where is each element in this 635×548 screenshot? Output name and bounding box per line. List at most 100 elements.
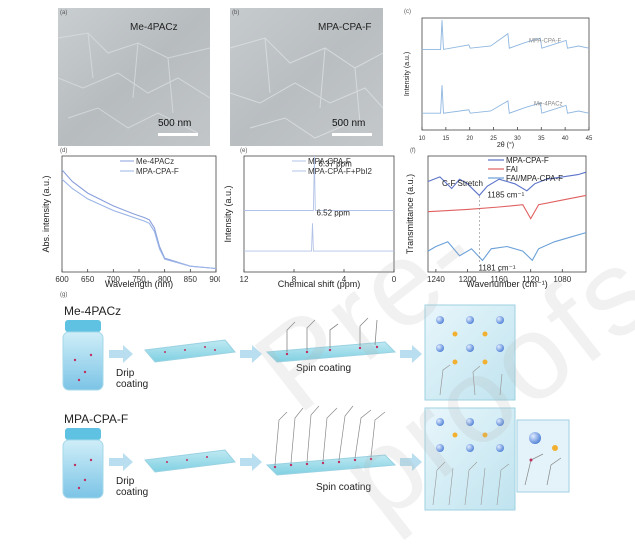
series-line-2 — [61, 178, 217, 270]
substrate-spin-row1 — [265, 317, 397, 363]
x-axis-label: Wavelength (nm) — [105, 279, 173, 289]
drip-word: Drip — [116, 476, 135, 487]
row2-label: MPA-CPA-F — [64, 412, 129, 426]
y-axis-label: Abs. intensity (a.u.) — [41, 175, 51, 252]
series-line-1 — [244, 223, 394, 252]
vial-row1 — [62, 320, 104, 391]
legend-label: MPA-CPA-F — [136, 167, 179, 176]
sem-texture — [230, 8, 383, 146]
x-tick-label: 650 — [81, 275, 95, 284]
sem-texture — [58, 8, 210, 146]
x-tick-label: 1200 — [459, 275, 477, 284]
panel-tag-e: (e) — [240, 148, 248, 154]
series-line-1 — [61, 169, 217, 270]
panel-tag-b: (b) — [232, 10, 240, 16]
arrow-icon — [109, 453, 133, 471]
x-tick-label: 35 — [538, 136, 545, 142]
x-axis-label: 2θ (°) — [497, 141, 514, 149]
spin-label-2: Spin coating — [316, 482, 372, 493]
coating-word: coating — [116, 487, 149, 498]
panel-tag-f: (f) — [410, 148, 416, 154]
series-label: MPA-CPA-F — [529, 39, 561, 45]
panel-tag-a: (a) — [60, 10, 68, 16]
x-tick-label: 1080 — [553, 275, 571, 284]
x-tick-label: 850 — [184, 275, 198, 284]
x-tick-label: 800 — [158, 275, 172, 284]
arrow-icon — [400, 345, 422, 363]
sem-image-mpacpaf: (b) MPA-CPA-F 500 nm — [230, 8, 383, 146]
x-tick-label: 12 — [240, 275, 249, 284]
legend-label: MPA-CPA-F+PbI2 — [308, 167, 372, 176]
annotation-peak: 1185 cm⁻¹ — [487, 190, 524, 199]
process-schematic — [62, 304, 570, 511]
sem-title-a: Me-4PACz — [130, 22, 178, 33]
spin-label-1: Spin coating — [296, 363, 352, 374]
x-tick-label: 20 — [466, 136, 473, 142]
substrate-row2 — [144, 449, 236, 473]
arrow-icon — [240, 453, 262, 471]
scale-label-a: 500 nm — [158, 118, 192, 129]
arrow-icon — [109, 345, 133, 363]
series-line-1 — [422, 20, 590, 50]
ftir-chart: 1240 1200 1160 1120 1080 Wavenumber (cm⁻¹) Tra… — [405, 155, 587, 289]
drip-label-2: Drip coating — [116, 476, 148, 498]
x-tick-label: 30 — [514, 136, 521, 142]
y-axis-label: Intensity (a.u.) — [223, 185, 233, 242]
x-tick-label: 600 — [55, 275, 69, 284]
legend-label: FAI — [506, 165, 518, 174]
sem-image-me4pacz: (a) Me-4PACz 500 nm — [58, 8, 210, 146]
panel-tag-d: (d) — [60, 148, 68, 154]
x-tick-label: 900 — [209, 275, 220, 284]
panel-tag-c: (c) — [404, 9, 411, 15]
x-tick-label: 0 — [392, 275, 397, 284]
drip-label-1: Drip coating — [116, 368, 148, 390]
zoom-inset — [516, 419, 570, 493]
panel-tag-g: (g) — [60, 292, 68, 298]
y-axis-label: Transmittance (a.u.) — [405, 174, 415, 254]
x-tick-label: 45 — [586, 136, 593, 142]
absorption-chart: 600 650 700 750 800 850 900 Wavelength (nm) Abs.… — [41, 155, 220, 289]
x-axis-label: Chemical shift (ppm) — [278, 279, 361, 289]
substrate-row1 — [144, 339, 236, 363]
xrd-chart: 10 15 20 25 30 35 40 45 2θ (°) Intensity (a.u.) MP… — [404, 17, 593, 149]
plot-frame — [427, 155, 587, 273]
scale-label-b: 500 nm — [332, 118, 366, 129]
x-tick-label: 10 — [419, 136, 426, 142]
perovskite-lattice-row1 — [424, 304, 516, 401]
x-tick-label: 8 — [292, 275, 297, 284]
x-tick-label: 1120 — [522, 275, 540, 284]
legend-label: MPA-CPA-F — [308, 157, 351, 166]
series-label: Me-4PACz — [534, 101, 563, 107]
peak-annotation: 6.37 ppm — [318, 159, 352, 168]
arrow-icon — [400, 453, 422, 471]
annotation-cf-stretch: C-F Stretch — [442, 179, 483, 188]
series-line-2 — [427, 194, 587, 220]
scale-bar-b — [332, 133, 372, 136]
legend-label: FAI/MPA-CPA-F — [506, 174, 563, 183]
sem-title-b: MPA-CPA-F — [318, 22, 372, 33]
x-tick-label: 25 — [490, 136, 497, 142]
x-tick-label: 700 — [107, 275, 121, 284]
vial-row2 — [62, 428, 104, 499]
row1-label: Me-4PACz — [64, 304, 122, 318]
series-line-2 — [422, 85, 590, 114]
annotation-peak: 1181 cm⁻¹ — [479, 263, 516, 272]
legend-label: Me-4PACz — [136, 157, 174, 166]
plot-frame — [243, 155, 395, 273]
x-tick-label: 15 — [443, 136, 450, 142]
x-tick-label: 4 — [342, 275, 347, 284]
legend-label: MPA-CPA-F — [506, 156, 549, 165]
x-tick-label: 40 — [562, 136, 569, 142]
nmr-chart: 12 8 4 0 Chemical shift (ppm) Intensity (a.u.… — [223, 155, 397, 289]
series-line-2 — [244, 155, 394, 211]
coating-word: coating — [116, 379, 149, 390]
plot-frame — [421, 17, 590, 131]
x-tick-label: 1240 — [427, 275, 445, 284]
y-axis-label: Intensity (a.u.) — [404, 52, 411, 96]
perovskite-lattice-row2 — [424, 407, 516, 511]
substrate-spin-row2 — [265, 405, 397, 476]
x-axis-label: Wavenumber (cm⁻¹) — [466, 279, 547, 289]
drip-word: Drip — [116, 368, 135, 379]
peak-annotation: 6.52 ppm — [317, 208, 351, 217]
x-tick-label: 750 — [132, 275, 146, 284]
